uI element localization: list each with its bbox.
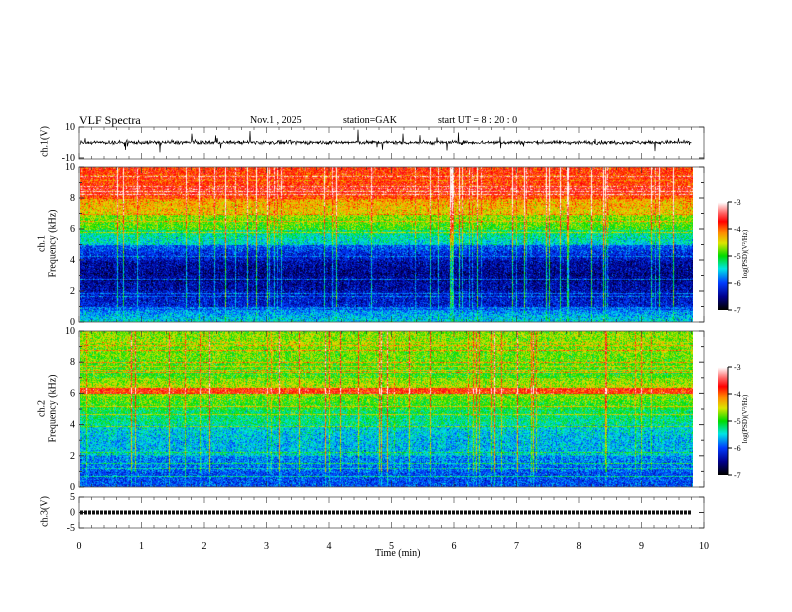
x-tick-label: 6	[452, 541, 457, 552]
cb2-tick-label: -6	[734, 444, 741, 453]
chart-title: VLF Spectra	[79, 113, 141, 127]
ch3-ytick-label: 0	[70, 508, 75, 519]
x-tick-label: 4	[327, 541, 332, 552]
spec2-panel-frame	[78, 330, 705, 488]
x-tick-label: 9	[639, 541, 644, 552]
spec2-ytick-label: 6	[70, 388, 75, 399]
colorbar2-label: log(PSD)(V²/Hz)	[741, 394, 749, 444]
spec1-ytick-label: 2	[70, 286, 75, 297]
x-tick-label: 7	[514, 541, 519, 552]
station-label: station=GAK	[343, 115, 397, 126]
spec1-ylabel-bottom: Frequency (kHz)	[47, 209, 59, 278]
ch2-spectrogram	[80, 331, 693, 487]
x-tick-label: 2	[202, 541, 207, 552]
cb2-tick-label: -4	[734, 390, 741, 399]
spec2-ytick-label: 0	[70, 482, 75, 493]
spec1-ytick-label: 4	[70, 255, 75, 266]
x-tick-label: 1	[139, 541, 144, 552]
cb1-tick-label: -7	[734, 306, 741, 315]
cb1-tick-label: -5	[734, 252, 741, 261]
ch1-ylabel: ch.1(V)	[39, 126, 51, 157]
ch1-waveform	[79, 129, 692, 153]
ch1-colorbar	[718, 202, 728, 310]
x-axis-label: Time (min)	[375, 548, 421, 559]
x-tick-label: 0	[77, 541, 82, 552]
cb1-tick-label: -3	[734, 198, 741, 207]
spec2-ytick-label: 4	[70, 420, 75, 431]
spec1-ytick-label: 0	[70, 317, 75, 328]
spec2-ytick-label: 8	[70, 357, 75, 368]
ch3-ylabel: ch.3(V)	[39, 496, 51, 527]
ch3-ytick-label: 5	[70, 492, 75, 503]
ch3-ytick-label: -5	[67, 523, 75, 534]
spec1-ylabel-top: ch.1	[36, 235, 48, 252]
x-tick-label: 8	[577, 541, 582, 552]
ch2-colorbar	[718, 367, 728, 475]
cb1-tick-label: -4	[734, 225, 741, 234]
cb2-tick-label: -7	[734, 471, 741, 480]
ch1-ytick-label: 10	[65, 122, 75, 133]
ch1-ytick-label: -10	[62, 153, 75, 164]
x-tick-label: 5	[389, 541, 394, 552]
spec1-ytick-label: 6	[70, 224, 75, 235]
spec2-ylabel-bottom: Frequency (kHz)	[47, 374, 59, 443]
spec2-ylabel-top: ch.2	[36, 400, 48, 417]
ch1-spectrogram	[80, 167, 693, 322]
spec1-ytick-label: 8	[70, 193, 75, 204]
spec1-panel-frame	[78, 166, 705, 323]
spec2-ytick-label: 2	[70, 451, 75, 462]
spec2-ytick-label: 10	[65, 326, 75, 337]
start-time-label: start UT = 8 : 20 : 0	[438, 115, 518, 126]
x-tick-label: 10	[699, 541, 709, 552]
x-tick-label: 3	[264, 541, 269, 552]
cb2-tick-label: -3	[734, 363, 741, 372]
cb1-tick-label: -6	[734, 279, 741, 288]
cb2-tick-label: -5	[734, 417, 741, 426]
spec1-ytick-label: 10	[65, 162, 75, 173]
date-label: Nov.1 , 2025	[250, 115, 302, 126]
colorbar1-label: log(PSD)(V²/Hz)	[741, 229, 749, 279]
